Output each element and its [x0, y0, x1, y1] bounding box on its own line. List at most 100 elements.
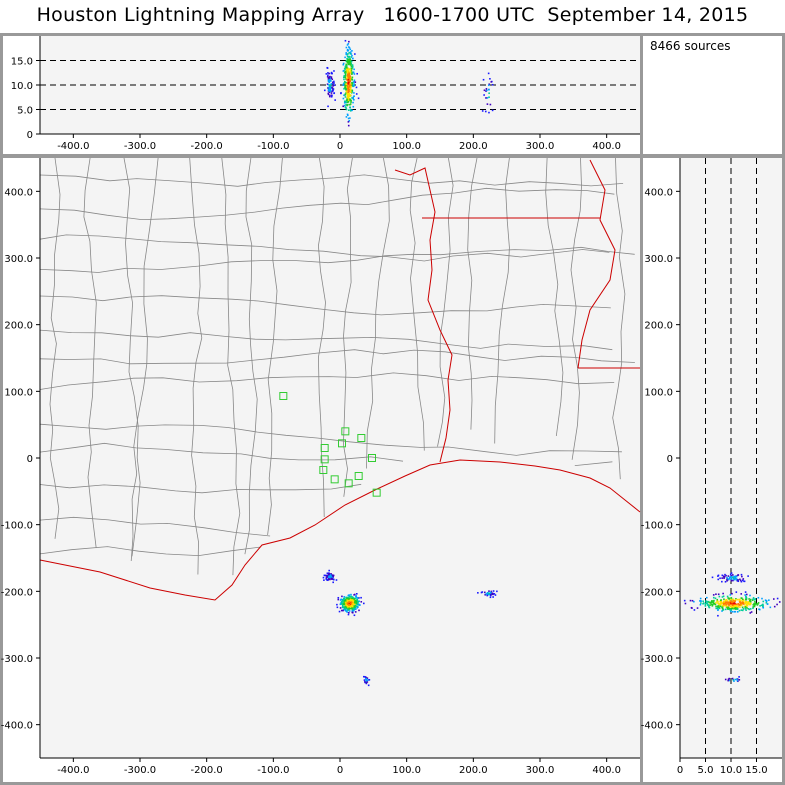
yz-source-point — [749, 600, 752, 603]
yz-source-point — [722, 602, 725, 605]
plan-source-point — [364, 676, 366, 678]
plan-source-point — [346, 601, 349, 604]
yz-y-tick-label: 200.0 — [644, 321, 673, 332]
xz-source-point — [329, 90, 332, 92]
yz-x-tick-label: 5.0 — [698, 765, 714, 776]
xz-source-point — [345, 78, 347, 80]
yz-source-point — [769, 606, 772, 609]
xz-source-point — [346, 113, 349, 116]
plan-source-point — [331, 578, 333, 580]
xz-source-point — [327, 92, 330, 95]
yz-source-point — [689, 599, 692, 602]
yz-source-point — [722, 595, 725, 598]
plan-source-point — [344, 607, 347, 610]
yz-source-point — [729, 610, 732, 613]
yz-source-point — [721, 574, 724, 577]
xz-source-point — [349, 48, 352, 51]
plan-source-point — [331, 576, 334, 579]
yz-source-point — [727, 678, 730, 681]
plan-source-point — [353, 598, 355, 600]
xz-source-point — [349, 94, 352, 96]
yz-source-point — [749, 598, 752, 601]
plan-y-tick-label: 300.0 — [4, 254, 33, 265]
xz-source-point — [347, 114, 349, 117]
xz-source-point — [353, 68, 355, 71]
yz-source-point — [749, 603, 751, 606]
plan-source-point — [343, 603, 346, 605]
xz-source-point — [343, 81, 346, 84]
plan-source-point — [353, 601, 355, 604]
page-title: Houston Lightning Mapping Array 1600-170… — [36, 4, 749, 26]
plan-y-tick-label: -400.0 — [1, 721, 33, 732]
yz-source-point — [735, 598, 737, 600]
yz-source-point — [731, 592, 733, 595]
xz-source-point — [486, 97, 489, 99]
yz-source-point — [712, 594, 715, 596]
xz-source-point — [351, 85, 354, 88]
xz-source-point — [327, 72, 329, 74]
xz-source-point — [329, 79, 331, 82]
yz-source-point — [757, 596, 760, 599]
yz-source-point — [699, 603, 702, 606]
xz-source-point — [350, 53, 353, 55]
xz-source-point — [349, 51, 352, 53]
xz-source-point — [331, 94, 333, 97]
yz-source-point — [734, 600, 736, 602]
xz-source-point — [346, 70, 349, 73]
yz-source-point — [730, 572, 733, 574]
yz-source-point — [723, 603, 725, 606]
yz-source-point — [693, 600, 695, 603]
plan-source-point — [327, 573, 330, 576]
xz-source-point — [349, 80, 351, 83]
yz-source-point — [738, 600, 741, 602]
yz-source-point — [776, 597, 779, 600]
xz-source-point — [491, 109, 494, 112]
plan-source-point — [350, 595, 352, 598]
yz-source-point — [736, 679, 739, 682]
plan-source-point — [347, 596, 349, 599]
xz-source-point — [349, 68, 351, 70]
plan-plot-area — [40, 158, 640, 758]
yz-source-point — [721, 596, 724, 598]
xz-source-point — [330, 92, 333, 94]
xz-source-point — [328, 72, 330, 75]
xz-source-point — [345, 116, 348, 118]
yz-source-point — [755, 603, 757, 605]
xz-source-point — [342, 70, 345, 72]
xz-x-tick-label: 0 — [337, 141, 343, 152]
xz-source-point — [353, 92, 355, 94]
xz-source-point — [489, 103, 492, 106]
plan-source-point — [488, 592, 490, 595]
yz-source-point — [747, 601, 750, 603]
xz-source-point — [349, 87, 351, 90]
yz-source-point — [747, 575, 749, 577]
xz-source-point — [329, 75, 331, 78]
plan-source-point — [351, 610, 354, 612]
county-line — [49, 157, 61, 539]
county-line — [545, 157, 564, 437]
xz-source-point — [344, 71, 347, 74]
plan-source-point — [353, 605, 355, 608]
plan-source-point — [349, 607, 352, 610]
xz-x-tick-label: 200.0 — [459, 141, 488, 152]
xz-source-point — [343, 100, 346, 103]
yz-source-point — [739, 604, 741, 606]
plan-source-point — [345, 598, 347, 601]
yz-source-point — [735, 578, 738, 581]
xz-source-point — [344, 72, 347, 75]
plan-source-point — [347, 606, 349, 608]
yz-source-point — [744, 602, 747, 605]
yz-source-point — [742, 608, 745, 610]
xz-source-point — [329, 84, 331, 87]
county-line — [244, 157, 258, 555]
plan-source-point — [353, 604, 356, 606]
county-line — [39, 174, 624, 187]
xz-source-point — [343, 102, 346, 104]
info-panel-bg — [643, 36, 782, 154]
plan-source-point — [336, 603, 338, 606]
xz-source-point — [347, 96, 350, 99]
yz-source-point — [748, 603, 750, 605]
plan-source-point — [337, 596, 340, 599]
xz-source-point — [350, 65, 353, 68]
xz-source-point — [333, 84, 336, 86]
